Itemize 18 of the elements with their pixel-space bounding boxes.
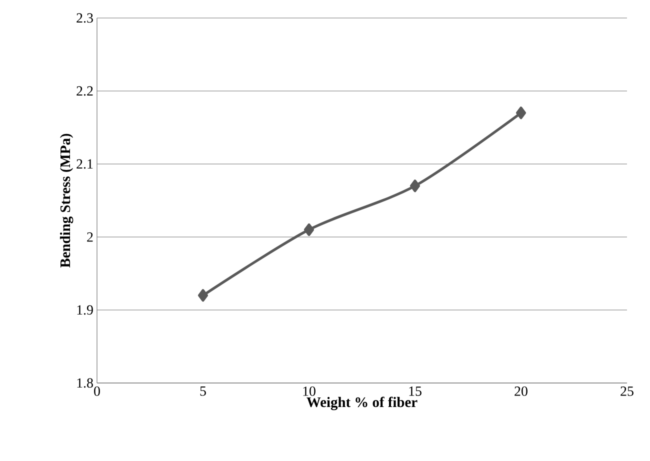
x-tick-label: 5 (200, 386, 206, 396)
point (410, 180, 420, 192)
point (198, 289, 208, 302)
x-tick-label: 0 (94, 386, 100, 396)
x-tick-label: 20 (514, 386, 528, 396)
point (516, 106, 526, 120)
y-tick-label: 2 (87, 232, 93, 242)
y-tick-label: 2.3 (76, 13, 93, 23)
y-tick-label: 2.2 (76, 86, 93, 96)
x-axis-title: Weight % of fiber (306, 396, 418, 410)
y-axis-title: Bending Stress (MPa) (60, 134, 74, 268)
point (304, 223, 314, 236)
x-tick-label: 15 (409, 386, 422, 396)
y-tick-label: 2.1 (76, 159, 93, 169)
x-tick-label: 10 (303, 386, 316, 396)
x-tick-label: 25 (620, 386, 634, 396)
y-tick-label: 1.9 (77, 305, 93, 315)
y-tick-label: 1.8 (77, 378, 93, 388)
